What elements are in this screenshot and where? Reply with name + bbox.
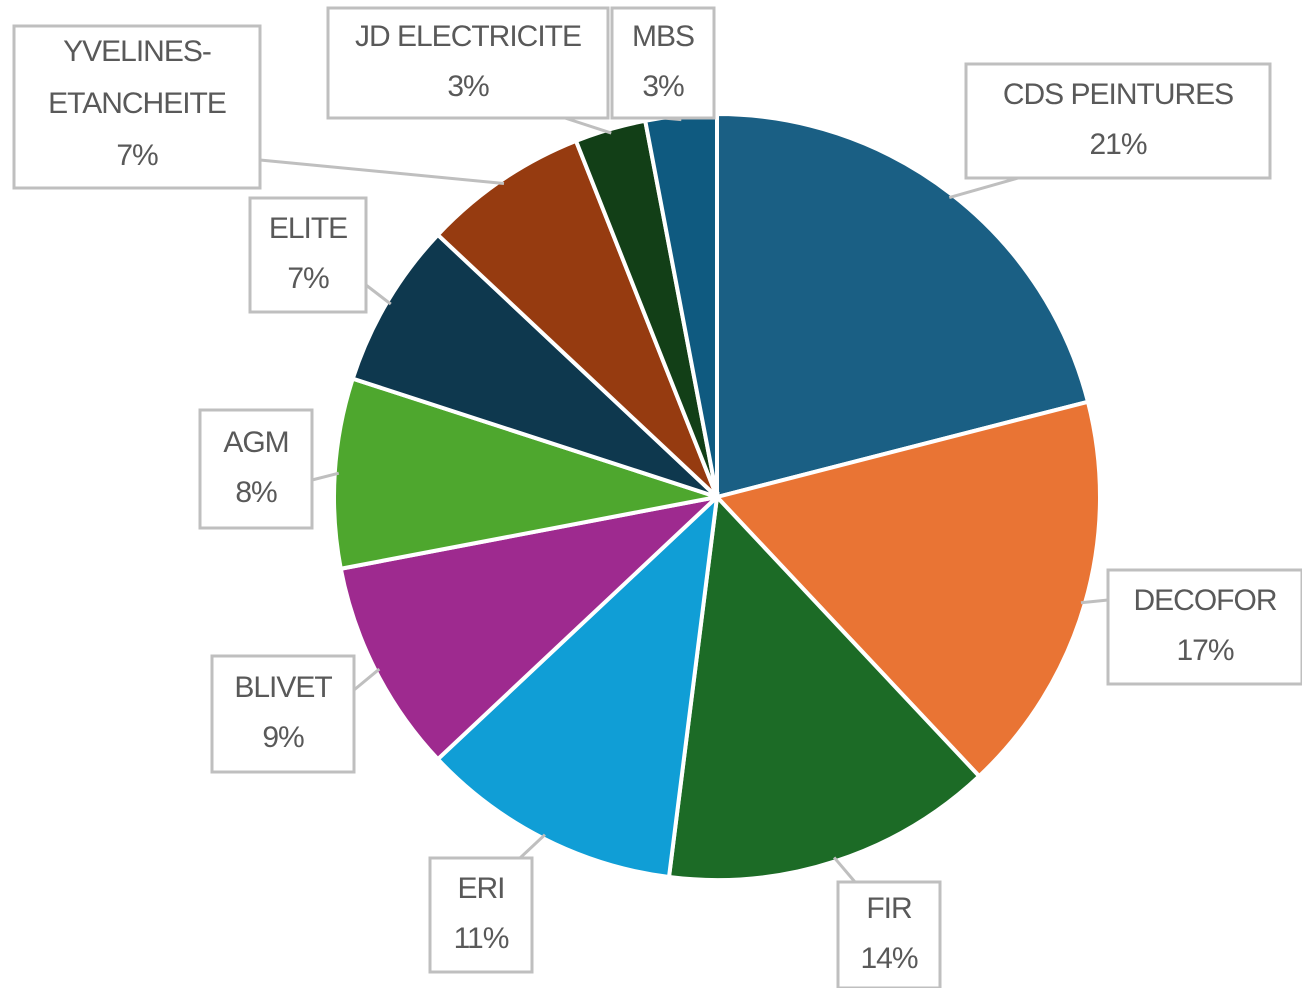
category-label: MBS: [632, 20, 694, 53]
leader-line: [564, 116, 612, 135]
category-label: ERI: [457, 872, 504, 905]
category-label: JD ELECTRICITE: [355, 20, 581, 53]
category-label: CDS PEINTURES: [1003, 78, 1233, 111]
category-label: AGM: [223, 426, 288, 459]
value-label: 7%: [116, 139, 158, 172]
leader-line: [948, 176, 1019, 199]
leader-line: [1080, 598, 1109, 605]
value-label: 14%: [860, 942, 917, 975]
label-box: [836, 880, 942, 988]
label-box: [210, 654, 356, 774]
label-box: [12, 24, 262, 190]
category-label: DECOFOR: [1134, 584, 1277, 617]
category-label-line: ETANCHEITE: [48, 87, 226, 120]
value-label: 3%: [642, 70, 684, 103]
leader-line: [259, 158, 505, 186]
label-box: [964, 62, 1272, 180]
category-label: FIR: [866, 892, 912, 925]
value-label: 9%: [262, 721, 304, 754]
category-label: ELITE: [269, 212, 347, 245]
category-label: YVELINES- ETANCHEITE: [48, 35, 226, 120]
label-box: [326, 6, 610, 120]
value-label: 11%: [454, 922, 509, 955]
leader-line: [832, 856, 857, 883]
label-box: [1106, 568, 1302, 686]
category-label-line: YVELINES-: [63, 35, 211, 68]
pie-slice: [715, 111, 1091, 500]
leader-line: [365, 283, 392, 306]
pie-slice: [434, 138, 719, 499]
category-label: BLIVET: [234, 671, 332, 704]
value-label: 21%: [1089, 128, 1146, 161]
value-label: 8%: [235, 476, 277, 509]
label-box: [248, 196, 368, 314]
label-box: [198, 408, 314, 530]
label-box: [610, 6, 716, 120]
value-label: 3%: [447, 70, 489, 103]
leader-line: [353, 667, 381, 692]
value-label: 7%: [287, 262, 329, 295]
leader-line: [311, 471, 340, 482]
label-box: [428, 856, 534, 974]
leader-line: [518, 833, 546, 860]
value-label: 17%: [1176, 634, 1233, 667]
